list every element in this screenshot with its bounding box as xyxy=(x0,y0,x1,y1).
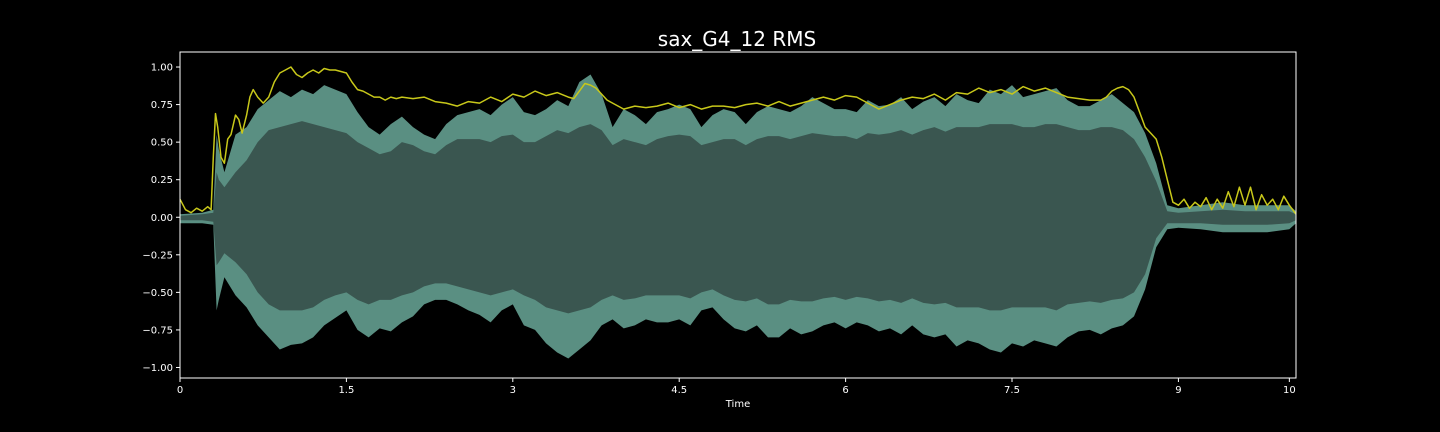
x-tick-label: 9 xyxy=(1175,385,1181,396)
x-axis-label: Time xyxy=(725,399,750,410)
axes-frame xyxy=(179,51,1297,379)
y-tick-label: −0.25 xyxy=(142,250,173,261)
y-tick-label: −1.00 xyxy=(142,363,173,374)
x-tick-label: 0 xyxy=(177,385,183,396)
waveform-body xyxy=(180,121,1296,314)
x-axis-ticks: 0 1.5 3 4.5 6 7.5 9 10 xyxy=(177,378,1296,396)
x-tick-label: 1.5 xyxy=(338,385,354,396)
x-tick-label: 6 xyxy=(842,385,848,396)
x-tick-label: 7.5 xyxy=(1004,385,1020,396)
chart-title: sax_G4_12 RMS xyxy=(658,27,816,51)
x-tick-label: 10 xyxy=(1283,385,1296,396)
y-axis-ticks: 1.00 0.75 0.50 0.25 0.00 −0.25 −0.50 −0.75 −1.00 xyxy=(142,63,180,374)
y-tick-label: 0.00 xyxy=(151,213,173,224)
plot-area xyxy=(179,66,1297,359)
x-tick-label: 4.5 xyxy=(671,385,687,396)
y-tick-label: −0.50 xyxy=(142,288,173,299)
y-tick-label: 0.25 xyxy=(151,175,173,186)
y-tick-label: 0.75 xyxy=(151,100,173,111)
y-tick-label: 1.00 xyxy=(151,63,173,74)
rms-line xyxy=(179,66,1297,215)
y-tick-label: −0.75 xyxy=(142,325,173,336)
x-tick-label: 3 xyxy=(510,385,516,396)
y-tick-label: 0.50 xyxy=(151,138,173,149)
